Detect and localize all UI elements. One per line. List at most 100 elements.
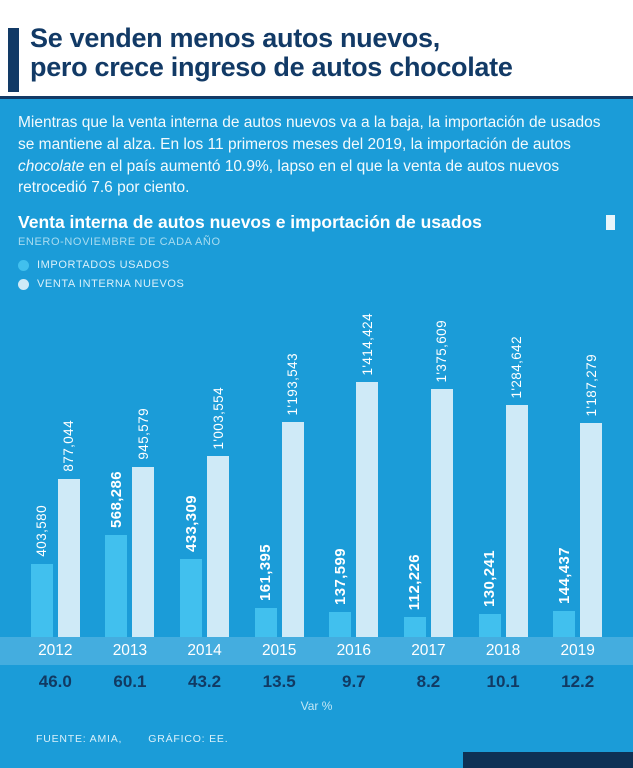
bar-usados <box>254 608 277 638</box>
intro-text-after: en el país aumentó 10.9%, lapso en el qu… <box>18 157 560 197</box>
bar-nuevos <box>207 456 230 638</box>
bar-value-label: 403,580 <box>34 505 50 558</box>
bar-group: 137,599 1'414,424 <box>317 313 392 638</box>
bar-col-usados: 130,241 <box>478 550 501 638</box>
page-title-line1: Se venden menos autos nuevos, <box>30 23 440 53</box>
bar-usados <box>105 535 128 638</box>
bar-group: 433,309 1'003,554 <box>167 387 242 638</box>
legend-label: VENTA INTERNA NUEVOS <box>37 278 185 291</box>
bar-col-usados: 403,580 <box>30 505 53 638</box>
legend: IMPORTADOS USADOS VENTA INTERNA NUEVOS <box>18 259 615 290</box>
variation-value: 13.5 <box>262 672 296 692</box>
header: Se venden menos autos nuevos, pero crece… <box>0 0 633 100</box>
variation-value: 60.1 <box>113 672 147 692</box>
bar-usados <box>180 559 203 638</box>
chart-title: Venta interna de autos nuevos e importac… <box>18 212 482 233</box>
year-label: 2013 <box>112 642 148 660</box>
bar-nuevos <box>281 422 304 638</box>
bar-col-usados: 137,599 <box>329 548 352 638</box>
bar-col-nuevos: 1'284,642 <box>505 335 528 638</box>
brand-bar <box>463 752 633 768</box>
bar-col-usados: 112,226 <box>403 553 426 638</box>
bar-nuevos <box>57 479 80 638</box>
variation-axis-label: Var % <box>300 699 333 714</box>
bar-group: 130,241 1'284,642 <box>466 336 541 638</box>
bar-col-usados: 568,286 <box>105 471 128 638</box>
bar-col-nuevos: 1'414,424 <box>356 312 379 638</box>
title-end-marker <box>606 215 615 231</box>
bar-value-label: 1'193,543 <box>285 352 301 416</box>
bar-value-label: 1'003,554 <box>210 386 226 450</box>
legend-item: IMPORTADOS USADOS <box>18 259 615 271</box>
legend-dot-icon <box>18 259 29 271</box>
bar-value-label: 433,309 <box>182 495 200 553</box>
bar-group: 112,226 1'375,609 <box>391 320 466 638</box>
x-axis-years: 2012 2013 2014 2015 2016 2017 2018 2019 <box>0 637 633 666</box>
bar-value-label: 877,044 <box>61 420 77 473</box>
chart-subtitle: ENERO-NOVIEMBRE DE CADA AÑO <box>18 236 221 249</box>
variation-value: 12.2 <box>561 672 595 692</box>
legend-label: IMPORTADOS USADOS <box>37 259 170 272</box>
bar-usados <box>30 564 53 638</box>
bar-usados <box>553 611 576 638</box>
variation-value: 46.0 <box>38 672 72 692</box>
year-label: 2012 <box>38 642 73 660</box>
source-text: FUENTE: AMIA, <box>36 733 123 746</box>
bar-usados <box>478 614 501 638</box>
bar-group: 144,437 1'187,279 <box>540 354 615 638</box>
bar-nuevos <box>430 389 453 638</box>
variation-value: 43.2 <box>188 672 222 692</box>
bar-value-label: 1'375,609 <box>434 319 450 383</box>
bar-col-nuevos: 877,044 <box>57 420 80 638</box>
bar-nuevos <box>580 423 603 638</box>
bar-col-nuevos: 1'187,279 <box>580 353 603 638</box>
bar-value-label: 568,286 <box>107 471 125 529</box>
bar-group: 568,286 945,579 <box>93 408 168 638</box>
bar-col-nuevos: 1'003,554 <box>207 386 230 638</box>
bar-nuevos <box>356 382 379 638</box>
variation-value: 9.7 <box>341 672 366 692</box>
bar-usados <box>403 617 426 638</box>
bar-col-usados: 161,395 <box>254 544 277 638</box>
bar-value-label: 1'414,424 <box>359 312 375 376</box>
bar-value-label: 144,437 <box>555 547 573 605</box>
bar-value-label: 161,395 <box>257 544 275 602</box>
bar-col-nuevos: 1'375,609 <box>430 319 453 638</box>
chart-title-row: Venta interna de autos nuevos e importac… <box>18 212 615 233</box>
plot: 403,580 877,044 568,286 945,579 433,309 1'003… <box>18 297 615 638</box>
bar-nuevos <box>132 467 155 638</box>
bar-group: 403,580 877,044 <box>18 420 93 638</box>
intro-paragraph: Mientras que la venta interna de autos n… <box>0 99 633 199</box>
bar-value-label: 1'284,642 <box>509 335 525 399</box>
credit-text: GRÁFICO: EE. <box>148 733 229 746</box>
bar-value-label: 130,241 <box>481 550 499 608</box>
page-title: Se venden menos autos nuevos, pero crece… <box>30 23 615 83</box>
year-label: 2014 <box>187 642 222 660</box>
year-label: 2015 <box>261 642 297 660</box>
bar-nuevos <box>505 405 528 638</box>
bar-col-nuevos: 1'193,543 <box>281 352 304 638</box>
variation-value: 8.2 <box>416 672 441 692</box>
footer: FUENTE: AMIA, GRÁFICO: EE. <box>18 713 615 745</box>
year-label: 2017 <box>411 642 446 660</box>
year-label: 2019 <box>560 642 595 660</box>
title-accent-bar <box>8 28 19 92</box>
intro-italic-word: chocolate <box>18 157 85 175</box>
bar-col-nuevos: 945,579 <box>132 408 155 638</box>
bar-value-label: 137,599 <box>331 548 349 606</box>
bar-col-usados: 144,437 <box>553 547 576 638</box>
legend-dot-icon <box>18 278 29 290</box>
intro-text-before: Mientras que la venta interna de autos n… <box>18 114 601 153</box>
page-title-line2: pero crece ingreso de autos chocolate <box>30 52 513 83</box>
legend-item: VENTA INTERNA NUEVOS <box>18 278 615 290</box>
bar-value-label: 112,226 <box>406 553 424 611</box>
year-label: 2018 <box>485 642 521 660</box>
variation-row: 46.0 60.1 43.2 13.5 9.7 8.2 10.1 12.2 <box>18 672 615 692</box>
bar-usados <box>329 612 352 638</box>
bar-col-usados: 433,309 <box>180 495 203 638</box>
variation-value: 10.1 <box>486 672 520 692</box>
bar-group: 161,395 1'193,543 <box>242 353 317 638</box>
bar-value-label: 1'187,279 <box>583 353 599 417</box>
bar-value-label: 945,579 <box>135 408 151 461</box>
year-label: 2016 <box>336 642 372 660</box>
